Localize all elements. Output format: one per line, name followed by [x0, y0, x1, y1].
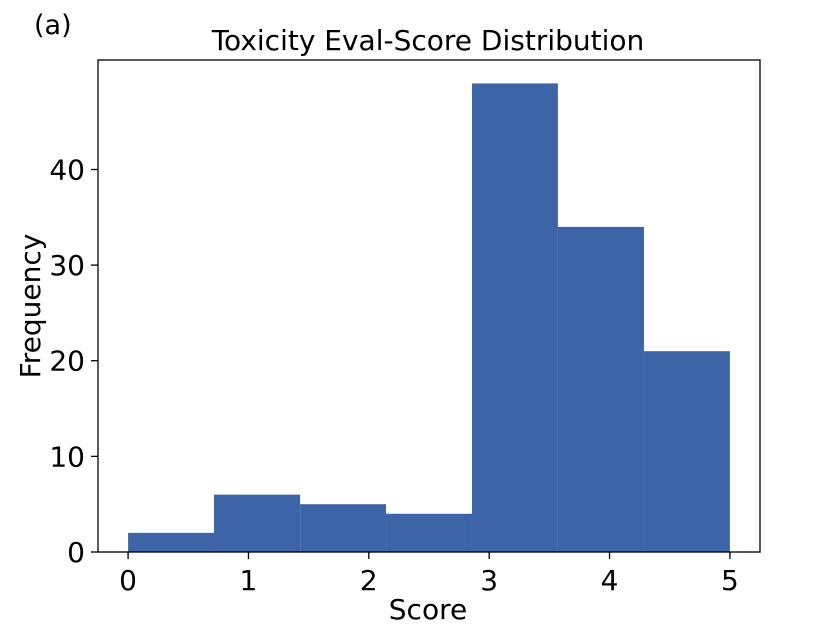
histogram-bar-3	[300, 504, 387, 552]
histogram-bar-4	[386, 513, 472, 552]
x-tick-label: 5	[721, 564, 739, 597]
plot-frame	[97, 59, 761, 553]
histogram-bar-5	[471, 83, 558, 552]
x-tick-label: 2	[360, 564, 378, 597]
x-axis-ticks: 0 1 2 3 4 5	[119, 552, 739, 597]
x-tick-label: 0	[119, 564, 137, 597]
y-tick-label: 20	[49, 345, 85, 378]
y-tick-label: 40	[49, 153, 85, 186]
bars-group	[128, 83, 730, 552]
y-tick-label: 10	[49, 440, 85, 473]
panel-label: (a)	[34, 10, 72, 41]
y-axis-ticks: 0 10 20 30 40	[49, 153, 98, 569]
y-tick-label: 30	[49, 249, 85, 282]
x-axis-label: Score	[389, 593, 467, 621]
y-tick-label: 0	[67, 536, 85, 569]
y-axis-label: Frequency	[14, 234, 47, 379]
x-tick-label: 4	[601, 564, 619, 597]
histogram-bar-2	[214, 494, 301, 552]
histogram-bar-6	[557, 226, 644, 552]
histogram-bar-1	[128, 532, 215, 552]
x-tick-label: 1	[240, 564, 258, 597]
chart-title: Toxicity Eval-Score Distribution	[211, 24, 645, 57]
x-tick-label: 3	[480, 564, 498, 597]
histogram-bar-7	[643, 351, 730, 552]
